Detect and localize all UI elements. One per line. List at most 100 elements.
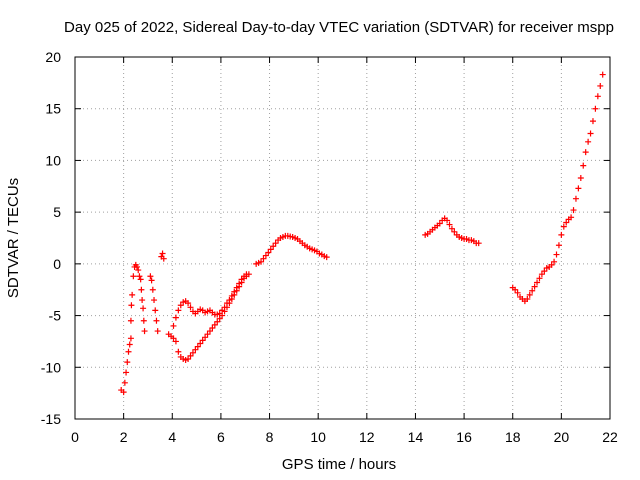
y-tick-label: 10 [45,152,61,168]
data-point [526,291,533,298]
x-tick-label: 12 [359,429,375,445]
y-axis-label: SDTVAR / TECUs [5,178,22,298]
data-point [136,273,143,280]
data-point [265,249,272,256]
x-tick-label: 18 [505,429,521,445]
data-point [451,228,458,235]
data-point [529,287,536,294]
y-tick-label: 5 [53,204,61,220]
data-point [140,317,147,324]
data-point [206,328,213,335]
plot-frame [74,56,611,420]
data-point [187,304,194,311]
data-point [228,292,235,299]
data-point [597,82,604,89]
data-point [580,162,587,169]
data-point [568,214,575,221]
data-point [187,352,194,359]
data-point [243,271,250,278]
data-point [446,221,453,228]
y-tick-label: -5 [49,308,62,324]
data-point [129,291,136,298]
data-point [585,138,592,145]
data-point [152,307,159,314]
x-tick-label: 8 [266,429,274,445]
data-point [177,302,184,309]
data-point [592,105,599,112]
data-point [587,130,594,137]
data-point [560,223,567,230]
data-point [262,252,269,259]
data-point [192,346,199,353]
data-point [231,288,238,295]
data-point [594,93,601,100]
data-point [123,369,130,376]
x-tick-label: 0 [71,429,79,445]
data-point [524,296,531,303]
data-point [151,297,158,304]
data-point [223,300,230,307]
data-point [148,277,155,284]
data-point [548,261,555,268]
x-tick-label: 6 [217,429,225,445]
data-point [197,340,204,347]
data-point [130,273,137,280]
data-point [216,310,223,317]
x-tick-label: 16 [456,429,472,445]
data-point [121,379,128,386]
data-point [127,335,134,342]
data-point [538,271,545,278]
data-point [534,279,541,286]
data-point [154,328,161,335]
data-point [194,343,201,350]
data-point [272,240,279,247]
data-point [140,305,147,312]
data-point [138,286,145,293]
data-point [260,255,267,262]
data-point [147,273,154,280]
data-point [551,258,558,265]
data-point [589,118,596,125]
data-point [514,289,521,296]
data-point [238,276,245,283]
data-point [258,258,265,265]
data-point [125,348,132,355]
data-series-sdtvar [118,71,606,396]
data-point [233,284,240,291]
x-tick-label: 2 [120,429,128,445]
data-point [141,328,148,335]
data-point [185,300,192,307]
data-point [267,246,274,253]
x-tick-label: 4 [168,429,176,445]
y-tick-label: -15 [41,411,61,427]
data-point [555,242,562,249]
data-point [170,322,177,329]
data-point [202,334,209,341]
data-point [448,225,455,232]
data-point [153,317,160,324]
y-tick-label: 15 [45,101,61,117]
data-point [577,175,584,182]
data-point [572,195,579,202]
data-point [175,307,182,314]
data-point [216,315,223,322]
y-tick-label: 0 [53,256,61,272]
data-point [211,321,218,328]
chart-title: Day 025 of 2022, Sidereal Day-to-day VTE… [64,19,614,36]
data-point [199,337,206,344]
data-point [185,356,192,363]
data-point [128,302,135,309]
data-point [553,251,560,258]
data-point [512,286,519,293]
x-tick-label: 22 [602,429,618,445]
data-point [170,335,177,342]
x-tick-labels: 0 2 4 6 8 10 12 14 16 18 20 22 [71,429,618,445]
data-point [214,318,221,325]
data-point [159,250,166,257]
x-tick-label: 10 [310,429,326,445]
data-point [570,207,577,214]
y-tick-label: -10 [41,359,61,375]
data-point [189,349,196,356]
data-point [149,286,156,293]
